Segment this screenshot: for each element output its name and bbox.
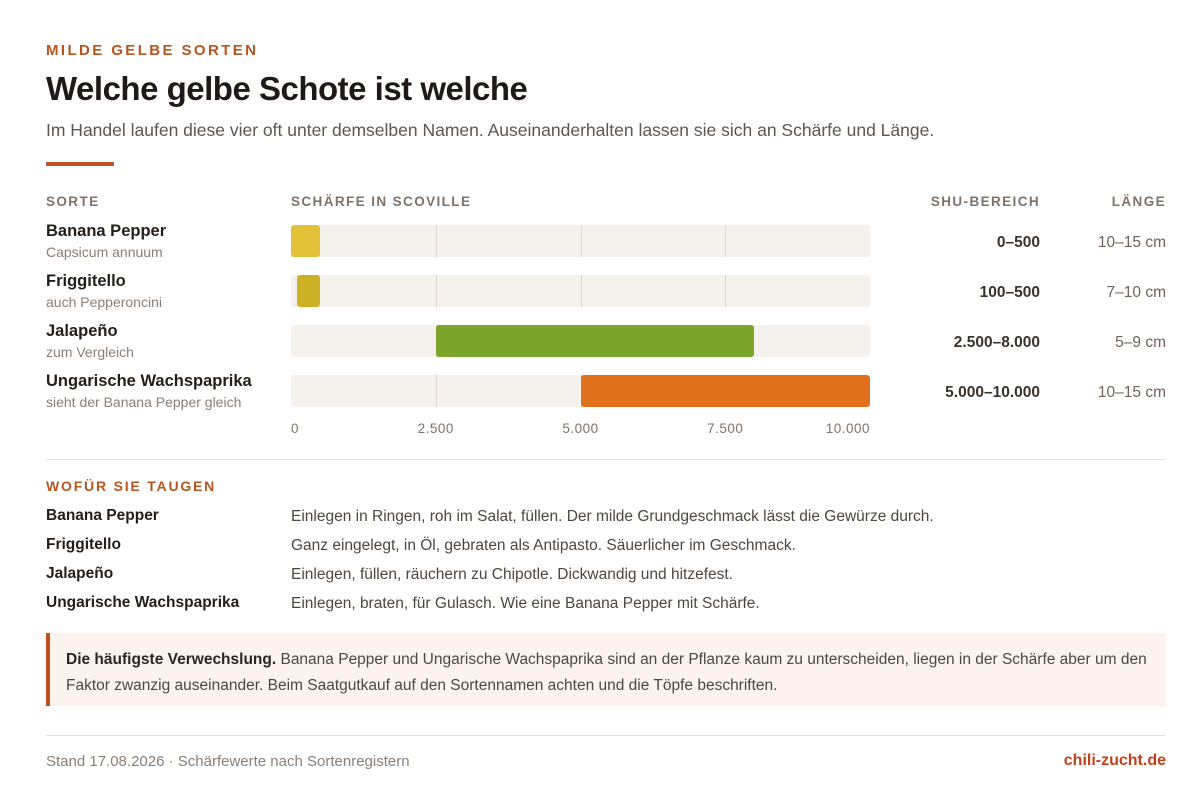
length-label: 10–15 cm xyxy=(1097,384,1166,401)
variety-name: Friggitello xyxy=(46,272,126,290)
gridline xyxy=(436,275,437,307)
shu-range-bar xyxy=(291,225,320,257)
use-description: Einlegen, braten, für Gulasch. Wie eine … xyxy=(291,595,760,612)
shu-range-label: 0–500 xyxy=(996,234,1040,251)
gridline xyxy=(581,275,582,307)
column-header-scoville: SCHÄRFE IN SCOVILLE xyxy=(291,194,472,209)
eyebrow-label: MILDE GELBE SORTEN xyxy=(46,42,259,59)
x-tick-label: 2.500 xyxy=(417,421,454,436)
length-label: 5–9 cm xyxy=(1115,334,1166,351)
length-label: 7–10 cm xyxy=(1106,284,1166,301)
x-tick-label: 7.500 xyxy=(707,421,744,436)
shu-range-bar xyxy=(296,275,320,307)
chart-row: Banana Pepper Capsicum annuum 0–500 10–1… xyxy=(46,222,1166,268)
use-description: Ganz eingelegt, in Öl, gebraten als Anti… xyxy=(291,537,796,554)
gridline xyxy=(581,225,582,257)
x-tick-label: 5.000 xyxy=(562,421,599,436)
bar-track xyxy=(291,225,870,257)
shu-range-label: 2.500–8.000 xyxy=(953,334,1040,351)
shu-range-bar xyxy=(435,325,755,357)
footer-stand: Stand 17.08.2026 · Schärfewerte nach Sor… xyxy=(46,753,410,770)
variety-name: Jalapeño xyxy=(46,322,118,340)
section-divider xyxy=(46,459,1166,460)
variety-name: Ungarische Wachspaprika xyxy=(46,372,252,390)
x-tick-label: 0 xyxy=(291,421,300,436)
bar-track xyxy=(291,275,870,307)
use-variety-name: Friggitello xyxy=(46,536,121,553)
use-description: Einlegen, füllen, räuchern zu Chipotle. … xyxy=(291,566,734,583)
callout-text: Banana Pepper und Ungarische Wachspaprik… xyxy=(66,651,1147,694)
variety-name: Banana Pepper xyxy=(46,222,167,240)
x-axis: 0 2.500 5.000 7.500 10.000 xyxy=(291,421,870,439)
variety-subtitle: zum Vergleich xyxy=(46,344,134,360)
column-header-shu: SHU-BEREICH xyxy=(930,194,1040,209)
use-row: Banana Pepper Einlegen in Ringen, roh im… xyxy=(46,507,1166,531)
use-row: Ungarische Wachspaprika Einlegen, braten… xyxy=(46,594,1166,618)
use-variety-name: Jalapeño xyxy=(46,565,114,582)
column-header-laenge: LÄNGE xyxy=(1111,194,1166,209)
use-variety-name: Ungarische Wachspaprika xyxy=(46,594,240,611)
footer-site-link[interactable]: chili-zucht.de xyxy=(1063,752,1166,769)
gridline xyxy=(436,375,437,407)
gridline xyxy=(725,225,726,257)
page: MILDE GELBE SORTEN Welche gelbe Schote i… xyxy=(46,0,1166,804)
variety-subtitle: sieht der Banana Pepper gleich xyxy=(46,394,242,410)
confusion-callout: Die häufigste Verwechslung. Banana Peppe… xyxy=(46,633,1166,706)
use-variety-name: Banana Pepper xyxy=(46,507,159,524)
chart-row: Friggitello auch Pepperoncini 100–500 7–… xyxy=(46,272,1166,318)
bar-track xyxy=(291,375,870,407)
shu-range-label: 100–500 xyxy=(979,284,1040,301)
footer-divider xyxy=(46,735,1166,736)
variety-subtitle: Capsicum annuum xyxy=(46,244,163,260)
variety-subtitle: auch Pepperoncini xyxy=(46,294,162,310)
use-description: Einlegen in Ringen, roh im Salat, füllen… xyxy=(291,508,934,525)
callout-lead: Die häufigste Verwechslung. xyxy=(66,651,277,668)
chart-row: Ungarische Wachspaprika sieht der Banana… xyxy=(46,372,1166,418)
x-tick-label: 10.000 xyxy=(825,421,870,436)
page-title: Welche gelbe Schote ist welche xyxy=(46,70,528,107)
shu-range-label: 5.000–10.000 xyxy=(945,384,1040,401)
gridline xyxy=(725,275,726,307)
use-row: Jalapeño Einlegen, füllen, räuchern zu C… xyxy=(46,565,1166,589)
use-row: Friggitello Ganz eingelegt, in Öl, gebra… xyxy=(46,536,1166,560)
chart-row: Jalapeño zum Vergleich 2.500–8.000 5–9 c… xyxy=(46,322,1166,368)
uses-heading: WOFÜR SIE TAUGEN xyxy=(46,478,217,494)
accent-rule xyxy=(46,162,114,166)
page-subtitle: Im Handel laufen diese vier oft unter de… xyxy=(46,120,935,140)
column-header-sorte: SORTE xyxy=(46,194,100,209)
length-label: 10–15 cm xyxy=(1097,234,1166,251)
shu-range-bar xyxy=(580,375,870,407)
gridline xyxy=(436,225,437,257)
bar-track xyxy=(291,325,870,357)
